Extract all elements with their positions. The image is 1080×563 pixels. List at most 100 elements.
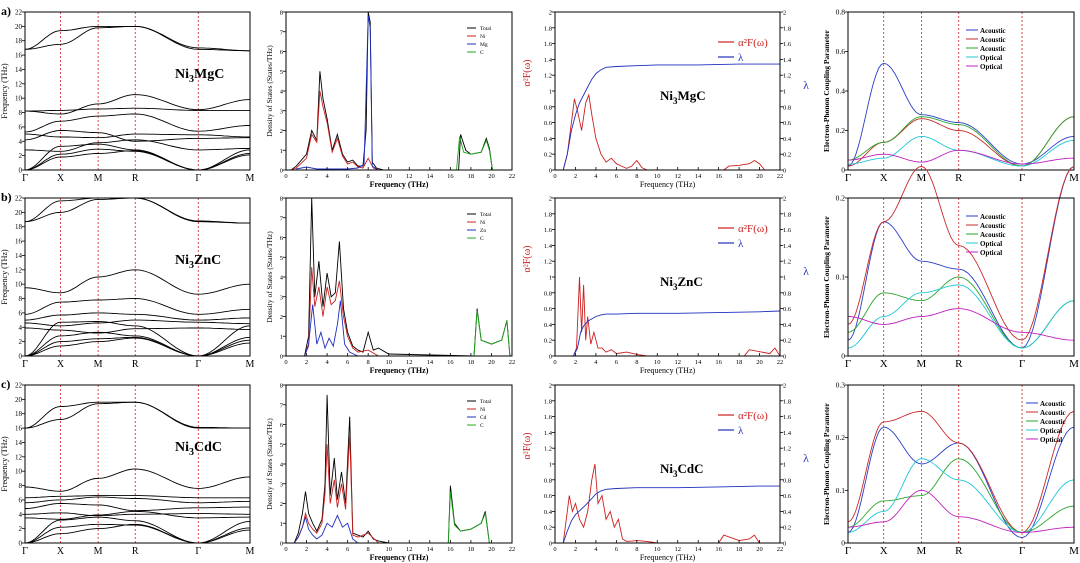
- dos-series-cd: [293, 514, 359, 544]
- kpoint-label: M: [1069, 545, 1079, 557]
- a2f-ytick-left-label: 2: [549, 10, 552, 17]
- elph-branch-line: [847, 308, 1075, 341]
- kpoint-label: M: [1069, 358, 1079, 370]
- compound-pre: Ni: [175, 253, 189, 268]
- dos-xtick-label: 18: [468, 546, 475, 553]
- kpoint-label: R: [132, 546, 139, 557]
- band-line: [25, 510, 251, 520]
- elph-branch-line: [847, 410, 1075, 533]
- dos-xtick-label: 18: [468, 173, 475, 180]
- a2f-ytick-right-label: 2: [783, 383, 786, 390]
- elph-panel: 0 0.1 0.2 Γ X M R Γ M Electron-Phonon Coupling Pa…: [822, 165, 1079, 370]
- dos-legend-label: Zn: [480, 228, 486, 234]
- a2f-xtick-label: 20: [756, 359, 763, 366]
- band-line: [24, 495, 250, 499]
- kpoint-label: M: [1069, 172, 1079, 184]
- dos-legend-label: C: [480, 50, 484, 56]
- elph-ytick-label: 0.2: [836, 126, 846, 135]
- compound-sub: 3: [189, 74, 194, 85]
- band-ytick-label: 0: [19, 353, 23, 361]
- a2f-ytick-left-label: 0: [549, 168, 552, 175]
- a2f-ytick-left-label: 0: [549, 541, 552, 548]
- a2f-ytick-right-label: 0.8: [783, 104, 791, 111]
- band-line: [24, 496, 251, 504]
- a2f-ytick-right-label: 1.2: [783, 73, 791, 80]
- dos-legend-label: Ni: [480, 407, 486, 413]
- dos-ylabel: Density of States (States/THz): [265, 231, 274, 323]
- dos-series-c: [447, 491, 490, 544]
- compound-pre: Ni: [660, 274, 673, 289]
- band-line: [25, 139, 250, 152]
- kpoint-label: M: [246, 173, 255, 184]
- dos-xtick-label: 12: [406, 546, 413, 553]
- dos-xtick-label: 4: [325, 359, 329, 366]
- band-ytick-label: 6: [19, 123, 23, 131]
- dos-axes: [285, 384, 513, 544]
- kpoint-label: M: [917, 545, 927, 557]
- kpoint-label: R: [955, 172, 963, 184]
- elph-ytick-label: 0.2: [836, 194, 846, 203]
- dos-legend-label: Ni: [480, 34, 486, 40]
- elph-branch-line: [848, 149, 1074, 165]
- compound-pre: Ni: [175, 440, 189, 455]
- elph-branch-line: [847, 284, 1075, 349]
- a2f-ytick-left-label: 1.6: [544, 414, 553, 421]
- band-ytick-label: 20: [15, 23, 23, 31]
- kpoint-label: Γ: [22, 546, 28, 557]
- dos-xtick-label: 0: [284, 173, 287, 180]
- dos-xtick-label: 8: [367, 173, 370, 180]
- row-label: a): [1, 4, 11, 18]
- dos-xtick-label: 2: [305, 359, 308, 366]
- elph-ytick-label: 0: [841, 539, 845, 548]
- dos-ytick-label: 1: [280, 148, 283, 155]
- dos-xtick-label: 16: [447, 173, 454, 180]
- elph-legend-label: Optical: [980, 249, 1002, 257]
- a2f-ytick-right-label: 0.8: [783, 477, 791, 484]
- band-ytick-label: 20: [15, 396, 23, 404]
- band-line: [24, 298, 251, 315]
- dos-legend-label: Mg: [480, 42, 488, 48]
- a2f-panel: 00.20.40.60.811.21.41.61.8200.20.40.60.8…: [522, 383, 809, 563]
- a2f-xtick-label: 18: [736, 173, 743, 180]
- a2f-xtick-label: 4: [594, 546, 598, 553]
- a2f-xlabel: Frequency (THz): [640, 180, 696, 189]
- a2f-xtick-label: 10: [654, 546, 661, 553]
- a2f-ytick-left-label: 1.2: [544, 446, 552, 453]
- dos-ylabel: Density of States (States/THz): [265, 45, 274, 137]
- dos-xtick-label: 6: [346, 173, 350, 180]
- a2f-xtick-label: 12: [674, 359, 681, 366]
- a2f-xtick-label: 16: [715, 173, 722, 180]
- kpoint-label: Γ: [845, 545, 851, 557]
- a2f-legend-label: α²F(ω): [738, 223, 768, 235]
- band-ytick-label: 2: [19, 338, 23, 346]
- elph-legend-label: Acoustic: [980, 36, 1006, 44]
- dos-legend-label: Ni: [480, 220, 486, 226]
- a2f-xtick-label: 2: [574, 546, 577, 553]
- kpoint-label: X: [880, 172, 888, 184]
- row-label: c): [1, 377, 10, 391]
- a2f-ytick-left-label: 0.2: [544, 152, 552, 159]
- kpoint-label: M: [94, 359, 103, 370]
- band-ytick-label: 14: [15, 439, 23, 447]
- band-ytick-label: 2: [19, 152, 23, 160]
- a2f-xtick-label: 10: [654, 359, 661, 366]
- a2f-ytick-right-label: 0.2: [783, 525, 791, 532]
- dos-xtick-label: 4: [325, 173, 329, 180]
- a2f-ytick-left-label: 1.8: [544, 211, 552, 218]
- a2f-ytick-left-label: 0: [549, 354, 552, 361]
- elph-ytick-label: 0.1: [836, 486, 846, 495]
- a2f-ytick-right-label: 1: [783, 462, 786, 469]
- dos-xtick-label: 8: [367, 546, 370, 553]
- band-ytick-label: 4: [19, 138, 23, 146]
- dos-ytick-label: 4: [280, 89, 284, 96]
- dos-ytick-label: 0: [280, 354, 283, 361]
- a2f-ytick-right-label: 0: [783, 354, 786, 361]
- a2f-xtick-label: 12: [674, 546, 681, 553]
- dos-series-c: [473, 310, 511, 357]
- dos-xtick-label: 0: [284, 546, 287, 553]
- dos-xtick-label: 12: [406, 359, 413, 366]
- a2f-ytick-left-label: 0.8: [544, 290, 552, 297]
- band-ytick-label: 8: [19, 109, 23, 117]
